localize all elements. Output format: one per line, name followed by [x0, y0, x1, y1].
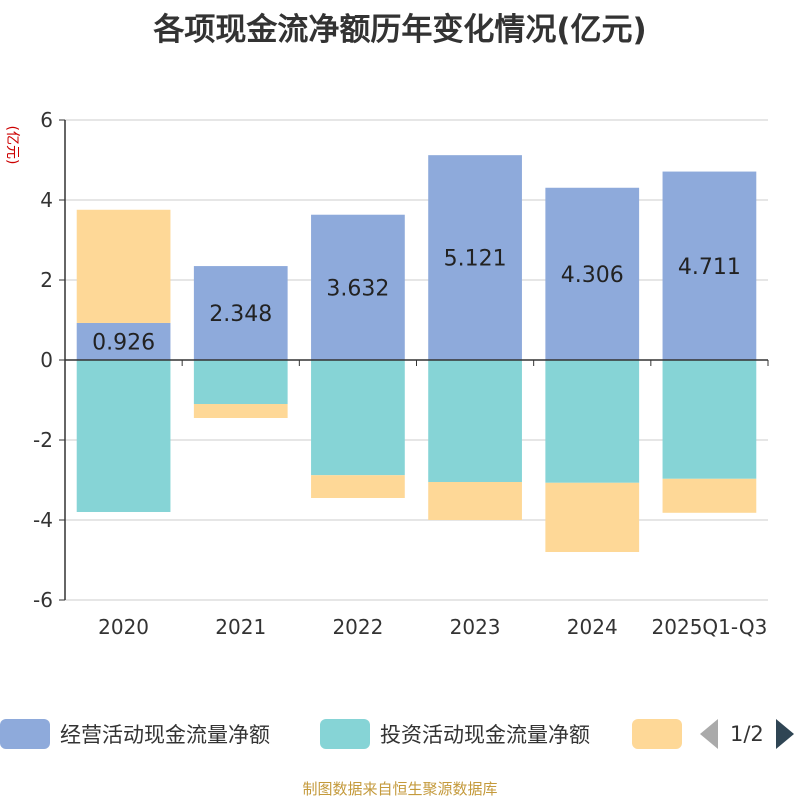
y-tick-label: -6 [33, 588, 53, 612]
bar-series1-2022 [311, 214, 405, 360]
x-tick-label: 2022 [332, 615, 383, 639]
bar-series1-2020 [76, 322, 171, 360]
legend-label-investing: 投资活动现金流量净额 [380, 723, 590, 747]
x-tick-label: 2023 [450, 615, 501, 639]
data-label: 4.711 [678, 255, 741, 280]
bar-series1-2023 [428, 155, 522, 360]
bar-series1-2024 [545, 187, 640, 360]
bar-series3-2021 [193, 404, 288, 418]
bar-series1-2025Q1-Q3 [662, 171, 757, 360]
y-axis-label: (亿元) [4, 126, 20, 165]
bar-series2-2024 [545, 360, 640, 483]
legend-swatch-investing [320, 719, 370, 749]
y-tick-label: -2 [33, 428, 53, 452]
bar-series3-2023 [428, 482, 522, 520]
legend-item-investing[interactable]: 投资活动现金流量净额 [320, 718, 590, 750]
legend-swatch-operating [0, 719, 50, 749]
legend-label-operating: 经营活动现金流量净额 [60, 723, 270, 747]
bar-series3-2025Q1-Q3 [662, 478, 757, 513]
bar-series2-2022 [311, 360, 405, 476]
bar-series2-2021 [193, 360, 288, 404]
legend-item-financing[interactable] [632, 718, 692, 750]
bar-series1-2021 [193, 266, 288, 360]
bar-series3-2020 [76, 209, 171, 323]
y-tick-label: 4 [40, 188, 53, 212]
bar-series3-2022 [311, 475, 405, 498]
bar-series2-2023 [428, 360, 522, 482]
x-tick-label: 2024 [567, 615, 618, 639]
x-tick-label: 2021 [215, 615, 266, 639]
y-tick-label: -4 [33, 508, 53, 532]
pager-next-icon[interactable] [775, 719, 794, 749]
chart-title: 各项现金流净额历年变化情况(亿元) [153, 12, 647, 48]
data-label: 5.121 [444, 247, 507, 272]
bar-series3-2024 [545, 482, 640, 552]
data-label: 0.926 [92, 330, 155, 355]
data-label: 3.632 [326, 276, 389, 301]
bars-layer [76, 155, 757, 552]
bar-series2-2025Q1-Q3 [662, 360, 757, 479]
data-label: 4.306 [561, 263, 624, 288]
x-tick-label: 2020 [98, 615, 149, 639]
axis-layer: -6 -4 -2 0 2 4 6 2020 2021 2022 2023 2024 2025Q1-Q3 [33, 108, 769, 639]
y-tick-label: 0 [40, 348, 53, 372]
pager-prev-icon[interactable] [700, 719, 718, 749]
y-tick-label: 6 [40, 108, 53, 132]
data-label: 2.348 [209, 302, 272, 327]
bar-series2-2020 [76, 360, 171, 512]
legend-pager: 1/2 [700, 718, 794, 750]
labels-layer: 0.926 2.348 3.632 5.121 4.306 4.711 [92, 247, 741, 356]
legend-item-operating[interactable]: 经营活动现金流量净额 [0, 718, 270, 750]
legend-swatch-financing [632, 719, 682, 749]
pager-text: 1/2 [730, 722, 764, 746]
y-tick-label: 2 [40, 268, 53, 292]
x-tick-label: 2025Q1-Q3 [652, 615, 768, 639]
source-note: 制图数据来自恒生聚源数据库 [302, 780, 498, 798]
